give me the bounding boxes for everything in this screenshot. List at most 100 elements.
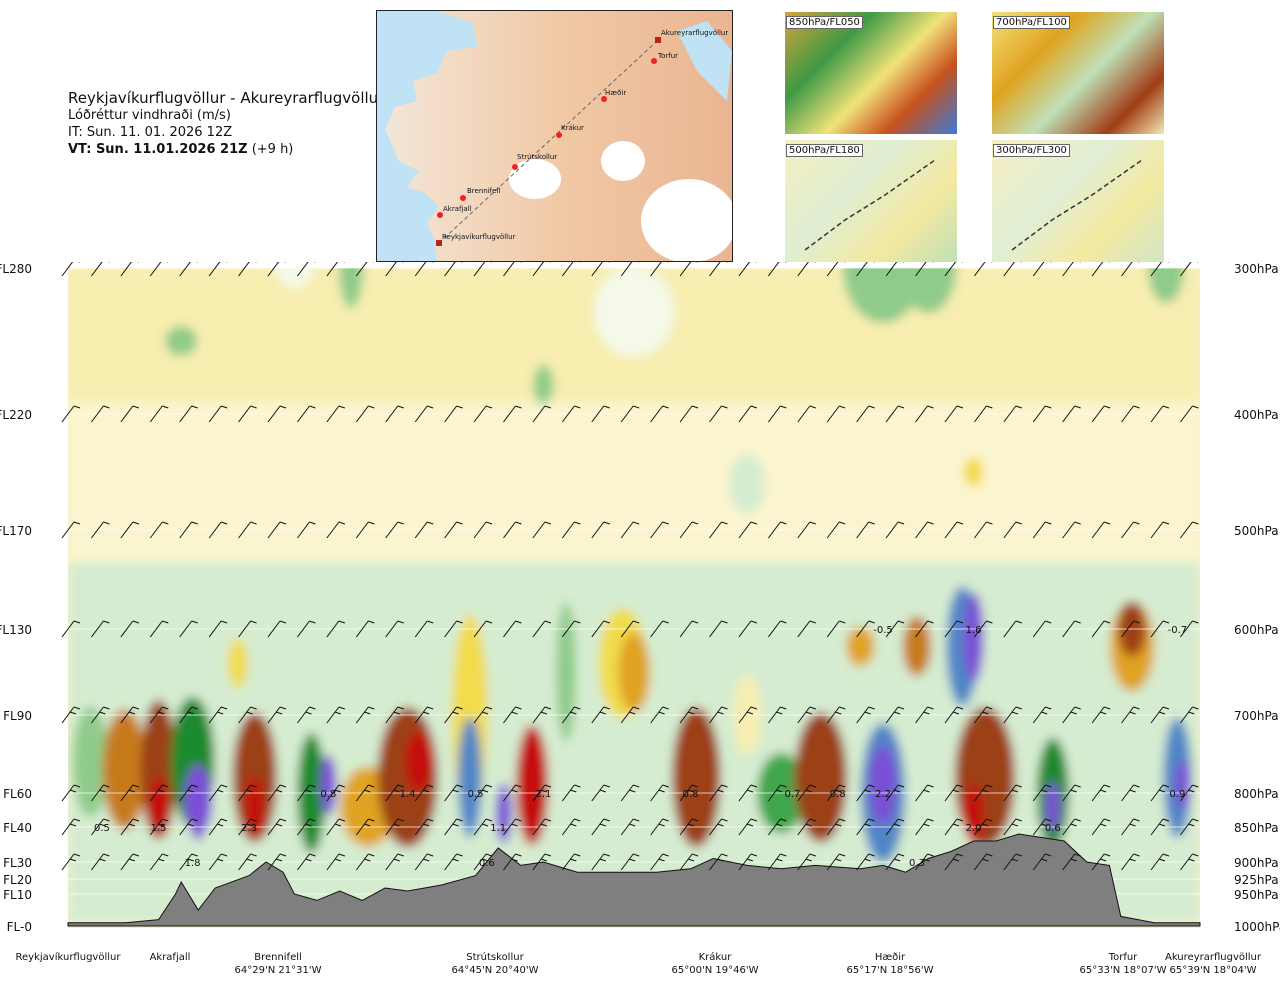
wind-barb	[561, 818, 581, 836]
station-labels: Reykjavíkurflugvöllur Akrafjall Brennifell…	[16, 951, 1262, 976]
wind-barb	[1003, 818, 1022, 836]
wind-barb	[797, 784, 816, 802]
wind-barb	[444, 818, 463, 836]
wind-barb	[679, 405, 699, 423]
wind-barb	[620, 521, 640, 539]
wind-barb	[915, 706, 934, 724]
station-coord: 64°45'N 20°40'W	[452, 965, 539, 976]
right-axis-label: 925hPa	[1234, 873, 1279, 887]
thumbnail-label: 300hPa/FL300	[993, 144, 1070, 157]
vertical-velocity-field	[68, 268, 1200, 922]
wind-barb	[238, 405, 257, 423]
wind-barb	[444, 521, 463, 539]
wind-barb	[532, 405, 552, 423]
left-axis-label: FL30	[3, 856, 32, 870]
wind-barb	[238, 620, 257, 638]
wind-barb	[944, 706, 964, 724]
wind-barb	[767, 521, 787, 539]
wind-barb	[385, 620, 404, 638]
wind-barb	[973, 818, 993, 836]
wind-barb	[1091, 853, 1111, 871]
wind-barb	[179, 521, 198, 539]
value-label: 2.1	[535, 789, 551, 800]
wind-barb	[179, 818, 198, 836]
station-name: Akureyrarflugvöllur	[1165, 952, 1262, 963]
wind-barb	[1180, 521, 1199, 539]
wind-barb	[1003, 620, 1022, 638]
wind-barb	[473, 521, 493, 539]
wind-barb	[767, 818, 787, 836]
waypoint-label: Torfur	[657, 52, 678, 60]
value-label: 0.9	[1169, 789, 1185, 800]
wind-barb	[532, 818, 552, 836]
wind-barb	[856, 262, 875, 277]
wind-barb	[885, 818, 905, 836]
wind-barb	[856, 521, 875, 539]
wind-barb	[297, 706, 316, 724]
wind-barb	[591, 405, 610, 423]
right-axis-label: 300hPa	[1234, 262, 1279, 276]
field-cell	[846, 626, 875, 667]
wind-barb	[1091, 521, 1111, 539]
wind-barb	[385, 853, 404, 871]
wind-barb	[238, 784, 257, 802]
wind-barb	[238, 853, 257, 871]
wind-barb	[149, 818, 169, 836]
wind-barb	[1032, 818, 1052, 836]
thumbnail-850hpa[interactable]: 850hPa/FL050	[785, 12, 957, 134]
value-label: 2.2	[875, 789, 891, 800]
thumbnail-300hpa[interactable]: 300hPa/FL300	[992, 140, 1164, 262]
wind-barb	[1062, 706, 1081, 724]
wind-barb	[856, 405, 875, 423]
waypoint-label: Krákur	[561, 124, 584, 132]
wind-barb	[149, 405, 169, 423]
wind-barb	[1032, 853, 1052, 871]
wind-barb	[503, 853, 522, 871]
wind-barb	[61, 262, 80, 277]
wind-barb	[915, 853, 934, 871]
wind-barb	[620, 620, 640, 638]
wind-barb	[1062, 521, 1081, 539]
wind-barb	[532, 706, 552, 724]
wind-barb	[679, 784, 699, 802]
wind-barb	[297, 521, 316, 539]
wind-barb	[620, 818, 640, 836]
wind-barb	[355, 405, 375, 423]
wind-barb	[561, 405, 581, 423]
thumbnail-500hpa[interactable]: 500hPa/FL180	[785, 140, 957, 262]
value-label: 1.5	[151, 823, 167, 834]
wind-barb	[532, 853, 552, 871]
wind-barb	[267, 620, 287, 638]
wind-barb	[1003, 521, 1022, 539]
wind-barb	[444, 405, 463, 423]
wind-barb	[709, 262, 728, 277]
wind-barb	[503, 521, 522, 539]
wind-barb	[1180, 620, 1199, 638]
left-axis-label: FL60	[3, 787, 32, 801]
wind-barb	[944, 521, 964, 539]
wind-barb	[826, 262, 846, 277]
right-axis-label: 850hPa	[1234, 821, 1279, 835]
wind-barb	[767, 262, 787, 277]
wind-barb	[267, 706, 287, 724]
wind-barb	[238, 262, 257, 277]
wind-barb	[1180, 405, 1199, 423]
wind-barb	[473, 620, 493, 638]
thumbnail-700hpa[interactable]: 700hPa/FL100	[992, 12, 1164, 134]
wind-barb	[208, 706, 228, 724]
wind-barb	[326, 620, 346, 638]
wind-barb	[91, 620, 110, 638]
wind-barb	[208, 784, 228, 802]
wind-barb	[797, 620, 816, 638]
wind-barb	[856, 620, 875, 638]
wind-barb	[326, 818, 346, 836]
wind-barb	[120, 405, 140, 423]
field-cell	[533, 364, 554, 405]
right-axis-hpa: 300hPa 400hPa 500hPa 600hPa 700hPa 800hPa 850h…	[1234, 262, 1280, 934]
wind-barb	[385, 706, 404, 724]
wind-barb	[355, 784, 375, 802]
value-label: 0.3	[909, 858, 925, 869]
wind-barb	[561, 521, 581, 539]
wind-barb	[1180, 853, 1199, 871]
wind-barb	[650, 405, 669, 423]
